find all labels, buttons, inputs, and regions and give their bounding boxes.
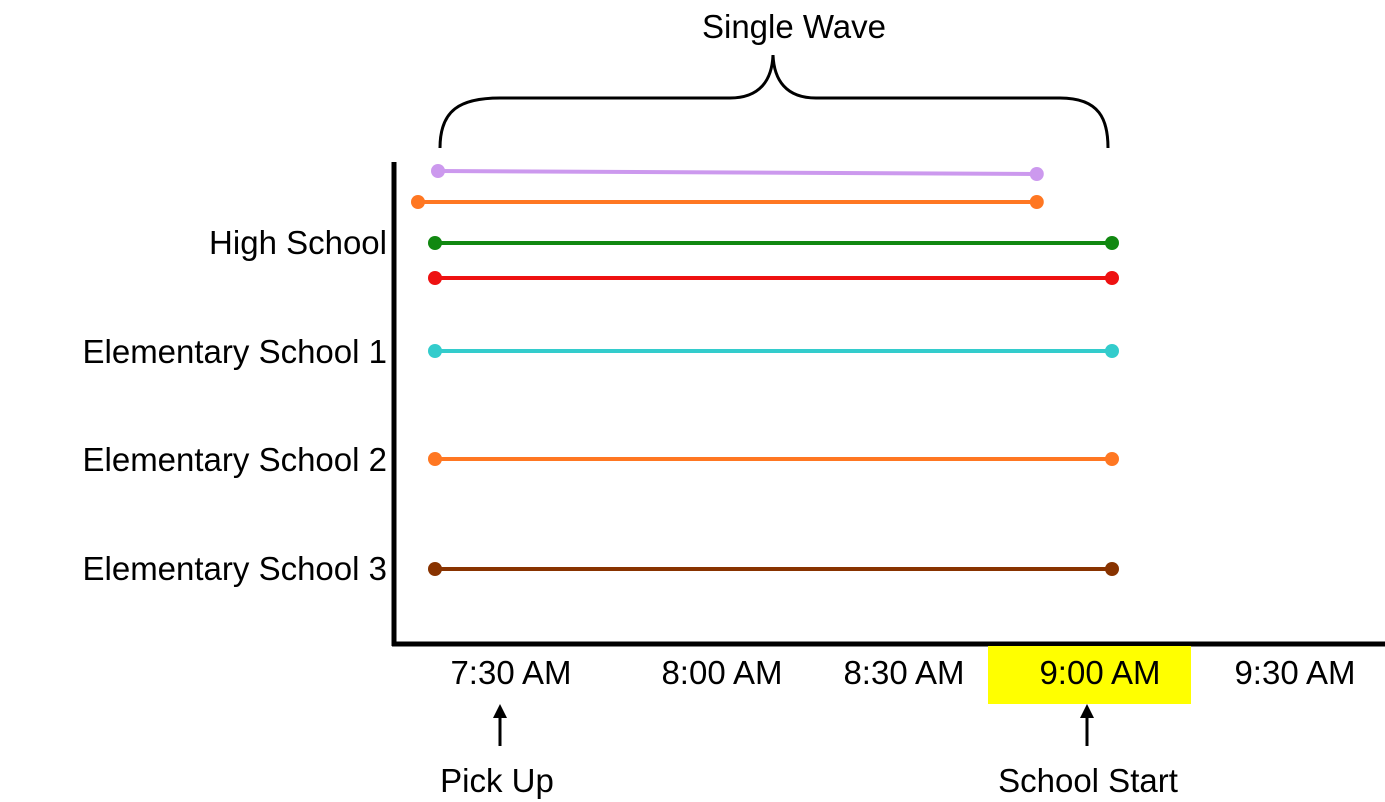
pickup-point	[411, 195, 425, 209]
school-label-high-school: High School	[209, 224, 387, 261]
dropoff-point	[1029, 195, 1044, 209]
route-line-7	[428, 562, 1119, 576]
school-label-elementary-3: Elementary School 3	[83, 550, 388, 587]
pickup-point	[428, 452, 442, 466]
route-line-1	[431, 164, 1044, 181]
route-line-4	[428, 271, 1119, 285]
pickup-point	[428, 236, 442, 250]
route-line-6	[428, 452, 1119, 466]
pickup-point	[428, 344, 442, 358]
dropoff-point	[1029, 167, 1044, 181]
school-label-elementary-1: Elementary School 1	[83, 333, 388, 370]
school-start-arrow	[1080, 704, 1094, 746]
time-tick-930: 9:30 AM	[1234, 654, 1355, 691]
dropoff-point	[1105, 562, 1119, 576]
diagram-title: Single Wave	[702, 8, 886, 45]
route-line-5	[428, 344, 1119, 358]
pickup-arrow	[493, 704, 507, 746]
time-tick-800: 8:00 AM	[661, 654, 782, 691]
dropoff-point	[1105, 452, 1119, 466]
dropoff-point	[1105, 236, 1119, 250]
time-tick-730: 7:30 AM	[450, 654, 571, 691]
route-line-2	[411, 195, 1044, 209]
time-tick-830: 8:30 AM	[843, 654, 964, 691]
school-label-elementary-2: Elementary School 2	[83, 441, 388, 478]
route-line-3	[428, 236, 1119, 250]
pickup-point	[428, 271, 442, 285]
time-tick-900: 9:00 AM	[1039, 654, 1160, 691]
dropoff-point	[1105, 271, 1119, 285]
dropoff-point	[1105, 344, 1119, 358]
pickup-point	[428, 562, 442, 576]
route-segment	[437, 169, 1037, 176]
pickup-point	[431, 164, 445, 178]
single-wave-brace	[438, 54, 1110, 149]
pickup-label: Pick Up	[440, 762, 554, 799]
route-lines	[411, 164, 1119, 576]
school-start-label: School Start	[998, 762, 1178, 799]
school-start-highlight	[988, 646, 1191, 704]
